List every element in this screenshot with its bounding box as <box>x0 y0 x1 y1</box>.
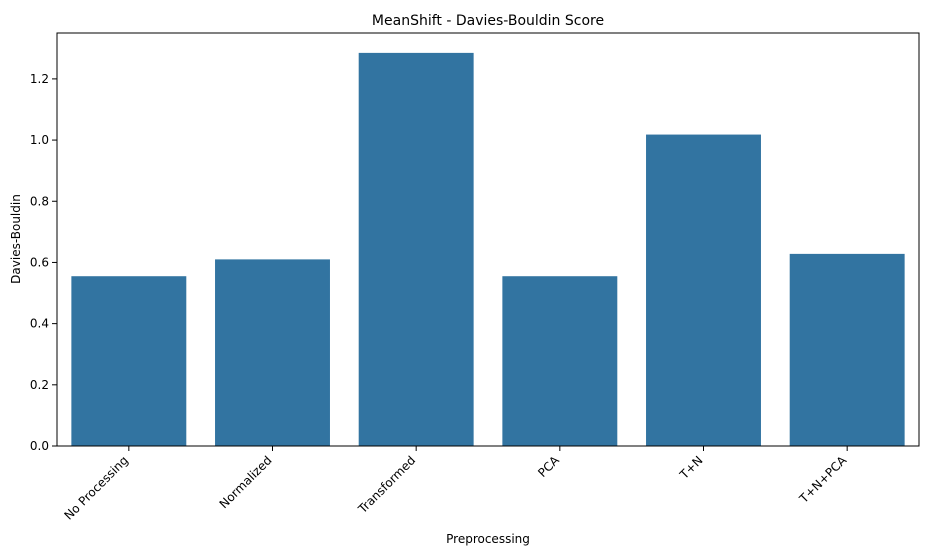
x-axis-label: Preprocessing <box>446 532 530 546</box>
y-axis-label: Davies-Bouldin <box>9 194 23 284</box>
x-tick-label: Normalized <box>217 453 275 511</box>
x-tick-label: T+N+PCA <box>796 453 850 507</box>
plot-frame <box>56 32 920 447</box>
y-tick-label: 0.2 <box>30 378 49 392</box>
y-tick-label: 1.0 <box>30 133 49 147</box>
y-tick-label: 0.4 <box>30 317 49 331</box>
bar <box>215 259 330 446</box>
y-tick-label: 0.0 <box>30 439 49 453</box>
bar <box>358 52 474 446</box>
bar <box>502 276 618 446</box>
x-tick-label: T+N <box>676 453 705 482</box>
x-tick-label: No Processing <box>62 453 131 522</box>
bar <box>71 276 187 446</box>
plot-area: 0.0 0.2 0.4 0.6 0.8 1.0 1.2 No Processing Normal… <box>30 52 905 523</box>
y-tick-label: 1.2 <box>30 72 49 86</box>
chart-title: MeanShift - Davies-Bouldin Score <box>372 13 604 29</box>
y-tick-label: 0.8 <box>30 194 49 208</box>
bar <box>646 134 761 446</box>
x-tick-label: Transformed <box>355 453 418 516</box>
y-tick-label: 0.6 <box>30 255 49 269</box>
x-tick-label: PCA <box>535 453 562 480</box>
bar <box>789 253 905 446</box>
